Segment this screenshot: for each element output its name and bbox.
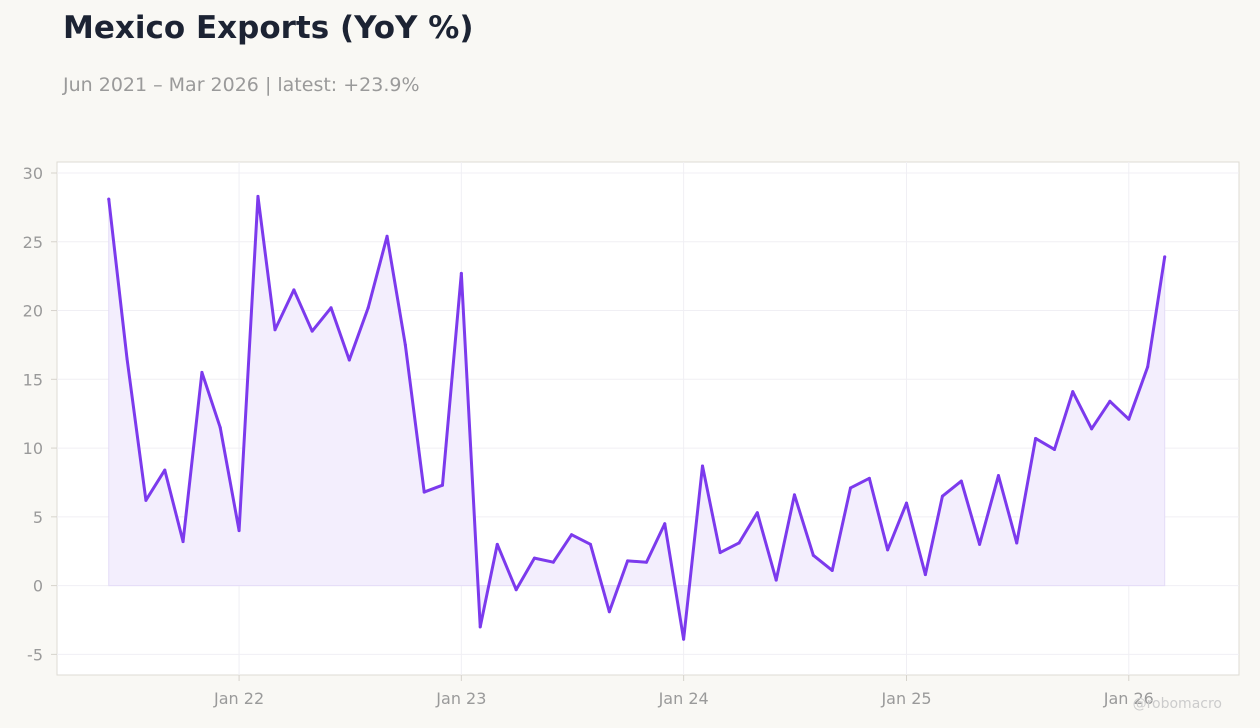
x-tick-label: Jan 24 [658, 689, 709, 708]
data-point [570, 533, 574, 537]
data-point [1071, 390, 1075, 394]
data-point [940, 494, 944, 498]
data-point [329, 306, 333, 310]
data-point [755, 511, 759, 515]
data-point [218, 425, 222, 429]
data-point [701, 464, 704, 468]
data-point [663, 522, 667, 526]
data-point [366, 306, 370, 310]
x-tick-label: Jan 22 [213, 689, 264, 708]
data-point [1127, 417, 1131, 421]
data-point [422, 490, 426, 494]
data-point [292, 288, 296, 292]
y-tick-label: 15 [23, 370, 43, 389]
data-point [514, 588, 518, 592]
series-line [107, 194, 1167, 641]
x-tick-label: Jan 25 [880, 689, 931, 708]
data-point [607, 610, 611, 614]
data-point [588, 542, 592, 546]
y-axis-ticks: -5 0 5 10 15 20 25 30 [23, 164, 57, 664]
data-point [440, 483, 444, 487]
data-point [811, 553, 815, 557]
x-tick-label: Jan 26 [1103, 689, 1154, 708]
data-point [792, 493, 796, 497]
y-tick-label: 30 [23, 164, 43, 183]
data-point [385, 234, 389, 238]
data-point [626, 559, 630, 563]
data-point [459, 271, 463, 275]
data-point [886, 548, 890, 552]
x-axis-ticks: Jan 22 Jan 23 Jan 24 Jan 25 Jan 26 [213, 675, 1154, 708]
data-point [830, 568, 834, 572]
data-point [774, 578, 778, 582]
data-point [1015, 541, 1019, 545]
data-point [478, 625, 482, 629]
data-point [532, 556, 536, 560]
chart-subtitle: Jun 2021 – Mar 2026 | latest: +23.9% [63, 74, 420, 96]
data-point [495, 542, 499, 546]
data-point [644, 560, 648, 564]
data-points [107, 194, 1167, 641]
data-point [867, 476, 871, 480]
data-point [310, 329, 314, 333]
data-point [1146, 365, 1150, 369]
x-tick-label: Jan 23 [435, 689, 486, 708]
watermark: @robomacro [1132, 696, 1222, 712]
data-point [403, 343, 407, 347]
data-point [125, 357, 129, 361]
data-point [923, 573, 927, 577]
data-point [1034, 436, 1038, 440]
data-point [682, 637, 686, 641]
data-point [273, 328, 277, 332]
chart-title: Mexico Exports (YoY %) [63, 10, 474, 46]
data-point [848, 486, 852, 490]
data-point [237, 529, 241, 533]
data-point [959, 479, 963, 483]
data-point [144, 498, 148, 502]
y-tick-label: 10 [23, 439, 43, 458]
data-point [905, 501, 909, 505]
data-point [718, 551, 722, 555]
y-tick-label: 20 [23, 302, 43, 321]
data-point [737, 541, 741, 545]
plot-area [56, 161, 1240, 676]
data-point [1052, 447, 1056, 451]
data-point [1163, 255, 1167, 259]
y-tick-label: 25 [23, 233, 43, 252]
data-point [181, 540, 185, 544]
data-point [1108, 399, 1112, 403]
data-point [347, 358, 351, 362]
data-point [107, 197, 111, 201]
data-point [1090, 427, 1094, 431]
y-tick-label: 5 [33, 508, 43, 527]
data-point [163, 468, 167, 472]
data-point [551, 560, 555, 564]
y-tick-label: 0 [33, 577, 43, 596]
data-point [978, 542, 982, 546]
y-tick-label: -5 [27, 645, 43, 664]
data-point [200, 370, 204, 374]
data-point [996, 474, 1000, 478]
data-point [256, 194, 260, 198]
